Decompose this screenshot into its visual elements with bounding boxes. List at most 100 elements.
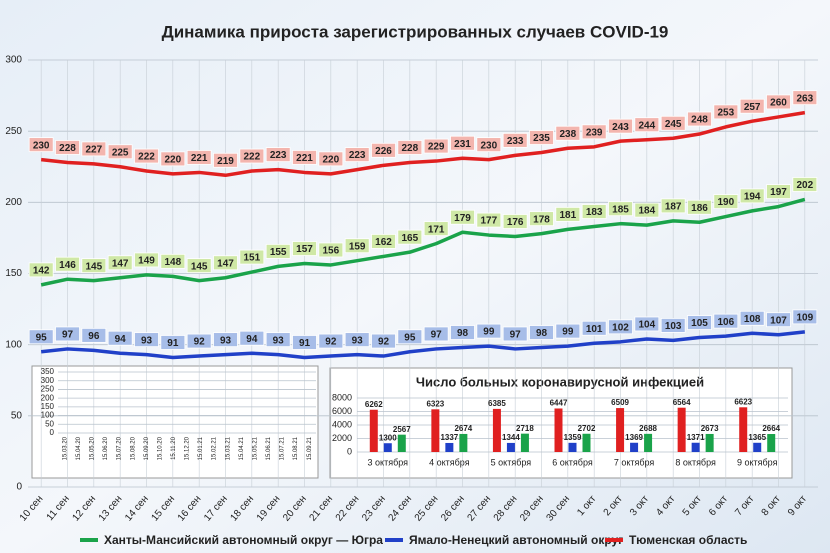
value-label-box <box>397 329 423 345</box>
bar <box>616 408 625 452</box>
value-label: 102 <box>612 322 629 333</box>
value-label-box <box>344 147 370 162</box>
value-label: 148 <box>164 257 181 268</box>
value-label: 183 <box>586 207 603 218</box>
value-label: 228 <box>59 143 76 154</box>
value-label: 230 <box>33 140 50 151</box>
value-label-box <box>581 124 607 140</box>
value-label: 142 <box>33 266 50 277</box>
value-label-box <box>81 327 107 343</box>
value-label-box <box>660 198 686 214</box>
value-label: 107 <box>770 315 787 326</box>
value-label: 95 <box>36 332 48 343</box>
x-tick-label: 15.08.20 <box>130 436 136 460</box>
value-label: 263 <box>796 93 813 104</box>
value-label: 6262 <box>365 400 383 409</box>
value-label: 97 <box>62 330 74 341</box>
value-label: 98 <box>457 328 469 339</box>
x-tick-label: 9 октября <box>737 457 778 467</box>
value-label: 221 <box>191 153 208 164</box>
value-label-box <box>450 209 475 225</box>
value-label: 91 <box>167 338 179 349</box>
value-label: 6509 <box>611 398 629 407</box>
value-label-box <box>502 214 528 229</box>
value-label: 225 <box>112 147 129 158</box>
bar <box>630 442 639 452</box>
series-line <box>40 197 806 287</box>
value-label: 2664 <box>762 424 780 433</box>
value-label: 227 <box>85 145 102 156</box>
value-label: 6623 <box>734 397 752 406</box>
x-tick-label: 15.04.20 <box>76 436 82 460</box>
value-label: 2718 <box>516 424 534 433</box>
value-label: 244 <box>638 120 655 131</box>
value-label-box <box>739 98 765 114</box>
value-label-box <box>766 94 791 110</box>
value-label: 176 <box>507 217 524 228</box>
value-label-box <box>28 137 54 153</box>
value-label: 245 <box>665 119 682 130</box>
value-label: 220 <box>164 155 181 166</box>
y-tick-label: 50 <box>45 419 54 428</box>
value-label: 93 <box>141 335 153 346</box>
value-label: 1365 <box>748 433 766 442</box>
value-label-box <box>213 255 238 271</box>
value-label: 248 <box>691 115 708 126</box>
value-label-box <box>134 332 159 348</box>
value-label-box <box>318 151 344 167</box>
value-label: 223 <box>270 150 287 161</box>
bar <box>644 433 653 452</box>
x-tick-label: 15.09.20 <box>144 436 150 460</box>
value-label-box <box>371 333 396 349</box>
value-label-box <box>450 325 475 340</box>
value-label: 6385 <box>488 399 506 408</box>
bar <box>383 443 392 452</box>
value-label: 99 <box>562 327 574 338</box>
value-label: 6447 <box>550 399 568 408</box>
value-label: 2674 <box>454 424 472 433</box>
x-tick-label: 15.05.20 <box>90 436 96 460</box>
value-label-box <box>608 319 633 335</box>
value-label: 156 <box>322 246 339 257</box>
bar <box>582 433 591 452</box>
y-tick-label: 150 <box>41 402 55 411</box>
x-tick-label: 15.07.20 <box>117 436 123 460</box>
value-label: 221 <box>296 153 313 164</box>
value-label: 1344 <box>502 433 520 442</box>
value-label-box <box>423 221 449 237</box>
value-label: 187 <box>665 201 682 212</box>
value-label: 185 <box>612 204 629 215</box>
value-label-box <box>292 335 317 350</box>
y-tick-label: 0 <box>347 446 352 456</box>
value-label: 181 <box>559 210 576 221</box>
x-tick-label: 15.02.21 <box>212 436 218 460</box>
value-label-box <box>634 316 660 332</box>
value-label-box <box>608 201 633 217</box>
value-label: 92 <box>194 337 206 348</box>
value-label-box <box>687 199 712 215</box>
value-label-box <box>476 323 502 339</box>
value-label-box <box>555 125 581 141</box>
bar <box>445 442 454 452</box>
value-label-box <box>634 202 660 218</box>
value-label: 104 <box>638 320 655 331</box>
y-tick-label: 0 <box>16 482 22 493</box>
value-label-box <box>55 140 80 155</box>
value-label-box <box>423 326 449 342</box>
bar <box>677 407 686 452</box>
value-label: 197 <box>770 187 787 198</box>
value-label: 243 <box>612 122 629 133</box>
value-label-box <box>265 147 291 162</box>
value-label-box <box>608 118 633 134</box>
value-label-box <box>502 326 528 342</box>
value-label: 2567 <box>393 425 411 434</box>
value-label-box <box>107 330 133 346</box>
value-label-box <box>581 204 607 219</box>
value-label-box <box>397 140 423 155</box>
value-label: 105 <box>691 318 708 329</box>
bar <box>520 433 529 452</box>
value-label: 109 <box>796 312 813 323</box>
x-tick-label: 15.08.21 <box>293 436 299 460</box>
value-label-box <box>344 332 370 348</box>
